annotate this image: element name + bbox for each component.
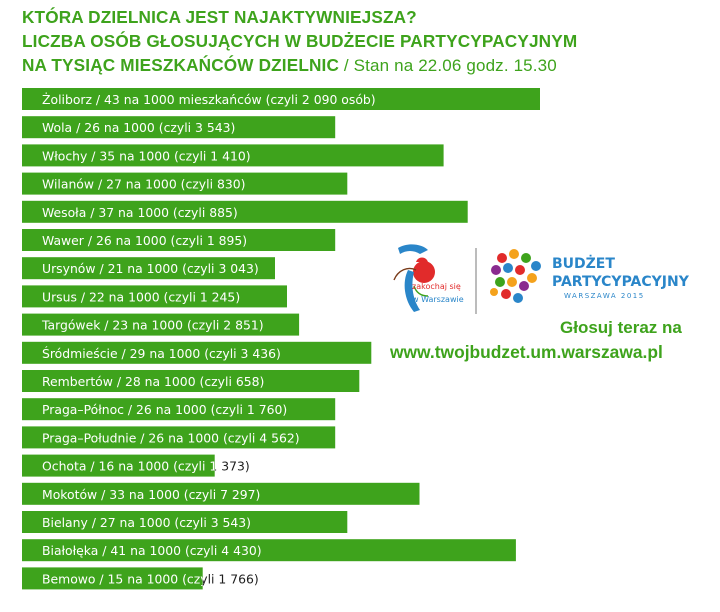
bar-6 (22, 229, 336, 251)
bar-15 (22, 482, 420, 505)
bar-11 (22, 370, 360, 392)
bar-label-overflow-14: Ochota / 16 na 1000 (czyli 1 373) (42, 459, 250, 474)
title-date-stamp: / Stan na 22.06 godz. 15.30 (339, 56, 557, 75)
bar-16 (22, 511, 348, 533)
bar-label-6: Wawer / 26 na 1000 (czyli 1 895) (42, 233, 247, 248)
cta-website: www.twojbudzet.um.warszawa.pl (390, 342, 663, 362)
title-line-3: NA TYSIĄC MIESZKAŃCÓW DZIELNIC / Stan na… (22, 53, 712, 78)
bar-label-3: Włochy / 35 na 1000 (czyli 1 410) (42, 148, 251, 163)
bar-label-2: Wola / 26 na 1000 (czyli 3 543) (42, 120, 235, 135)
title-line-3-main: NA TYSIĄC MIESZKAŃCÓW DZIELNIC (22, 55, 340, 75)
bar-label-5: Wesoła / 37 na 1000 (czyli 885) (42, 205, 238, 220)
right-logo-sub: WARSZAWA 2015 (564, 292, 645, 300)
bar-label-15: Mokotów / 33 na 1000 (czyli 7 297) (42, 487, 260, 502)
bar-9 (22, 313, 300, 336)
gears-map-icon (490, 249, 541, 303)
bar-label-11: Rembertów / 28 na 1000 (czyli 658) (42, 374, 264, 389)
title-line-1: KTÓRA DZIELNICA JEST NAJAKTYWNIEJSZA? (22, 7, 417, 27)
bar-2 (22, 116, 336, 139)
logos-area: zakochaj się w Warszawie BUDŻET PARTYCYP… (384, 240, 704, 318)
bar-label-9: Targówek / 23 na 1000 (czyli 2 851) (41, 318, 264, 333)
bar-12 (22, 398, 336, 421)
bar-3 (22, 144, 444, 167)
bar-label-10: Śródmieście / 29 na 1000 (czyli 3 436) (42, 346, 281, 361)
logos-graphic: zakochaj się w Warszawie BUDŻET PARTYCYP… (393, 244, 690, 314)
zakochaj-sie-w-warszawie-heart-logo: zakochaj się w Warszawie (393, 244, 464, 312)
cta-vote-now: Głosuj teraz na (560, 318, 682, 337)
bar-label-14: Ochota / 16 na 1000 (czyli 1 373) (42, 459, 250, 474)
bar-label-7: Ursynów / 21 na 1000 (czyli 3 043) (42, 261, 259, 276)
bar-4 (22, 172, 348, 195)
bar-8 (22, 285, 287, 308)
bar-18 (22, 567, 203, 590)
bar-5 (22, 200, 468, 223)
bar-14 (22, 454, 215, 477)
bar-label-8: Ursus / 22 na 1000 (czyli 1 245) (42, 289, 240, 304)
bar-label-1: Żoliborz / 43 na 1000 mieszkańców (czyli… (42, 92, 376, 107)
left-logo-text1: zakochaj się (412, 282, 461, 291)
bar-label-overflow-18: Bemowo / 15 na 1000 (czyli 1 766) (42, 571, 259, 586)
left-logo-text2: w Warszawie (412, 295, 464, 304)
bar-label-18: Bemowo / 15 na 1000 (czyli 1 766) (42, 571, 259, 586)
right-logo-title1: BUDŻET (552, 255, 615, 272)
bar-label-12: Praga–Północ / 26 na 1000 (czyli 1 760) (42, 402, 287, 417)
bar-10 (22, 341, 372, 364)
right-logo-title2: PARTYCYPACYJNY (552, 274, 690, 290)
bar-label-16: Bielany / 27 na 1000 (czyli 3 543) (42, 515, 251, 530)
bar-label-13: Praga–Południe / 26 na 1000 (czyli 4 562… (42, 430, 300, 445)
bar-label-17: Białołęka / 41 na 1000 (czyli 4 430) (42, 543, 262, 558)
bar-13 (22, 426, 336, 449)
bar-7 (22, 257, 275, 280)
title-line-2: LICZBA OSÓB GŁOSUJĄCYCH W BUDŻECIE PARTY… (22, 31, 578, 51)
bar-label-4: Wilanów / 27 na 1000 (czyli 830) (42, 177, 245, 192)
chart-title-block: KTÓRA DZIELNICA JEST NAJAKTYWNIEJSZA? LI… (22, 5, 712, 78)
bar-1 (22, 88, 540, 110)
bar-17 (22, 539, 516, 562)
